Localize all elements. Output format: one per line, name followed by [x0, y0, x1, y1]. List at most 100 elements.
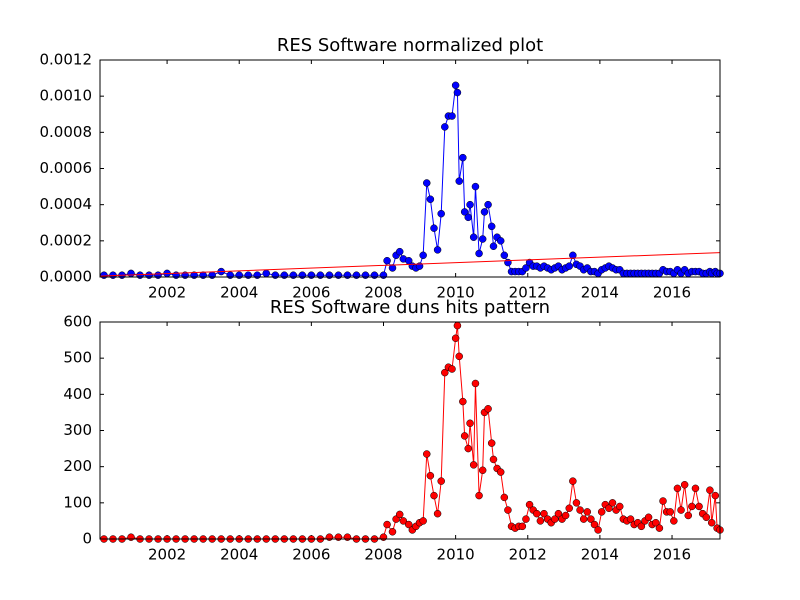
- data-point: [680, 481, 689, 489]
- data-point: [343, 271, 352, 279]
- data-point: [430, 491, 438, 500]
- data-point: [565, 262, 573, 270]
- data-point: [475, 491, 483, 500]
- data-point: [419, 517, 427, 525]
- data-point: [500, 251, 509, 260]
- data-point: [500, 493, 509, 502]
- y-tick-label: 0.0002: [40, 231, 93, 249]
- data-point: [388, 528, 397, 536]
- data-point: [453, 88, 462, 97]
- data-point: [590, 520, 599, 529]
- data-point: [504, 506, 512, 514]
- y-tick-label: 0.0012: [40, 51, 93, 69]
- x-tick-label: 2010: [437, 284, 475, 302]
- x-tick-label: 2008: [364, 284, 402, 302]
- data-point: [666, 508, 674, 516]
- data-point: [489, 455, 498, 464]
- data-point: [487, 222, 496, 231]
- data-point: [484, 405, 492, 413]
- data-point: [455, 177, 463, 185]
- data-point: [691, 484, 700, 493]
- data-point: [100, 271, 108, 279]
- data-point: [334, 271, 343, 279]
- data-point: [637, 522, 646, 531]
- data-point: [652, 518, 660, 527]
- data-point: [460, 208, 469, 216]
- data-point: [673, 484, 682, 493]
- x-tick-label: 2014: [581, 546, 619, 564]
- x-tick-label: 2012: [509, 546, 547, 564]
- data-point: [145, 271, 153, 279]
- data-point: [466, 419, 474, 428]
- y-tick-label: 0.0004: [40, 195, 93, 213]
- x-tick-label: 2004: [220, 284, 258, 302]
- data-point: [466, 200, 474, 209]
- data-point: [594, 526, 602, 534]
- data-point: [289, 271, 298, 279]
- data-point: [404, 520, 413, 529]
- y-tick-label: 0.0006: [40, 159, 93, 177]
- x-tick-label: 2010: [437, 546, 475, 564]
- data-point: [480, 208, 489, 216]
- x-tick-label: 2014: [581, 284, 619, 302]
- data-point: [307, 271, 316, 279]
- data-point: [399, 517, 408, 525]
- data-point: [487, 439, 496, 447]
- data-point: [469, 461, 478, 469]
- data-point: [569, 251, 577, 260]
- x-tick-label: 2016: [653, 546, 691, 564]
- data-point: [626, 515, 635, 523]
- data-point: [533, 509, 541, 518]
- data-point: [464, 444, 472, 453]
- data-point: [127, 269, 135, 278]
- data-point: [522, 264, 530, 272]
- data-point: [441, 368, 449, 377]
- data-point: [496, 237, 505, 245]
- data-point: [433, 509, 442, 518]
- data-point: [433, 246, 442, 254]
- data-point: [572, 499, 581, 507]
- x-tick-label: 2002: [148, 284, 186, 302]
- data-point: [655, 524, 664, 532]
- data-point: [379, 271, 388, 279]
- data-point: [471, 379, 480, 388]
- data-point: [659, 497, 667, 505]
- data-point: [154, 271, 162, 279]
- data-point: [325, 271, 334, 279]
- data-point: [677, 506, 685, 514]
- data-point: [235, 271, 243, 279]
- data-point: [437, 477, 445, 485]
- data-point: [244, 271, 252, 279]
- data-point: [644, 513, 653, 522]
- data-point: [522, 515, 530, 523]
- data-point: [459, 397, 467, 406]
- data-point: [343, 533, 352, 541]
- data-point: [583, 508, 592, 516]
- chart-title: RES Software duns hits pattern: [270, 297, 550, 318]
- data-point: [561, 511, 570, 520]
- data-point: [525, 500, 534, 509]
- data-point: [448, 365, 456, 373]
- data-point: [605, 504, 613, 513]
- y-tick-label: 500: [63, 349, 92, 367]
- data-point: [459, 153, 467, 162]
- data-point: [127, 533, 135, 541]
- data-point: [475, 249, 483, 258]
- data-point: [536, 517, 545, 525]
- data-point: [379, 533, 388, 541]
- data-point: [706, 486, 714, 494]
- data-point: [455, 352, 463, 361]
- y-tick-label: 400: [63, 385, 92, 403]
- data-point: [478, 466, 487, 475]
- data-point: [489, 242, 498, 251]
- y-tick-label: 200: [63, 457, 92, 475]
- x-tick-label: 2008: [364, 546, 402, 564]
- data-point: [518, 522, 527, 531]
- data-point: [471, 182, 480, 191]
- data-point: [271, 271, 280, 279]
- y-tick-label: 100: [63, 493, 92, 511]
- data-point: [388, 264, 397, 272]
- data-point: [684, 511, 693, 520]
- data-point: [451, 334, 460, 343]
- data-point: [253, 271, 262, 279]
